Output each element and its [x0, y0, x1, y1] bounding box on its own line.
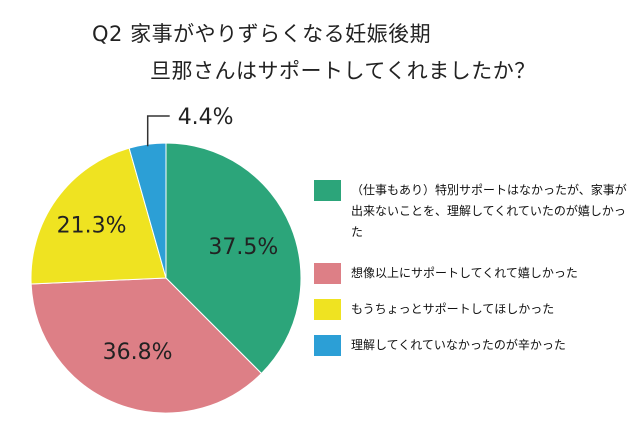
- legend-label: 理解してくれていなかったのが辛かった: [351, 338, 566, 352]
- pie-slice: [30, 277, 263, 414]
- slice-label: 21.3%: [57, 213, 127, 238]
- legend-label: （仕事もあり）特別サポートはなかったが、家事が出来ないことを、理解してくれていた…: [351, 183, 627, 239]
- chart-title: Q2 家事がやりずらくなる妊娠後期 旦那さんはサポートしてくれましたか？: [0, 0, 640, 100]
- legend-swatch: [314, 299, 341, 320]
- legend-swatch: [314, 263, 341, 284]
- chart-title-line-1: Q2 家事がやりずらくなる妊娠後期: [92, 22, 432, 46]
- slice-label: 4.4%: [178, 105, 234, 130]
- pie-slice: [165, 142, 302, 375]
- slice-label: 36.8%: [103, 340, 173, 365]
- legend-item: 理解してくれていなかったのが辛かった: [314, 335, 634, 356]
- leader-line: [146, 115, 170, 147]
- legend-label: 想像以上にサポートしてくれて嬉しかった: [351, 266, 578, 280]
- legend-item: 想像以上にサポートしてくれて嬉しかった: [314, 263, 634, 284]
- legend-item: （仕事もあり）特別サポートはなかったが、家事が出来ないことを、理解してくれていた…: [314, 180, 634, 243]
- slice-label: 37.5%: [208, 235, 278, 260]
- legend: （仕事もあり）特別サポートはなかったが、家事が出来ないことを、理解してくれていた…: [314, 180, 634, 371]
- pie-slice: [30, 147, 167, 285]
- legend-swatch: [314, 180, 341, 201]
- legend-swatch: [314, 335, 341, 356]
- legend-item: もうちょっとサポートしてほしかった: [314, 299, 634, 320]
- chart-title-line-2: 旦那さんはサポートしてくれましたか？: [150, 59, 536, 83]
- legend-label: もうちょっとサポートしてほしかった: [351, 302, 555, 316]
